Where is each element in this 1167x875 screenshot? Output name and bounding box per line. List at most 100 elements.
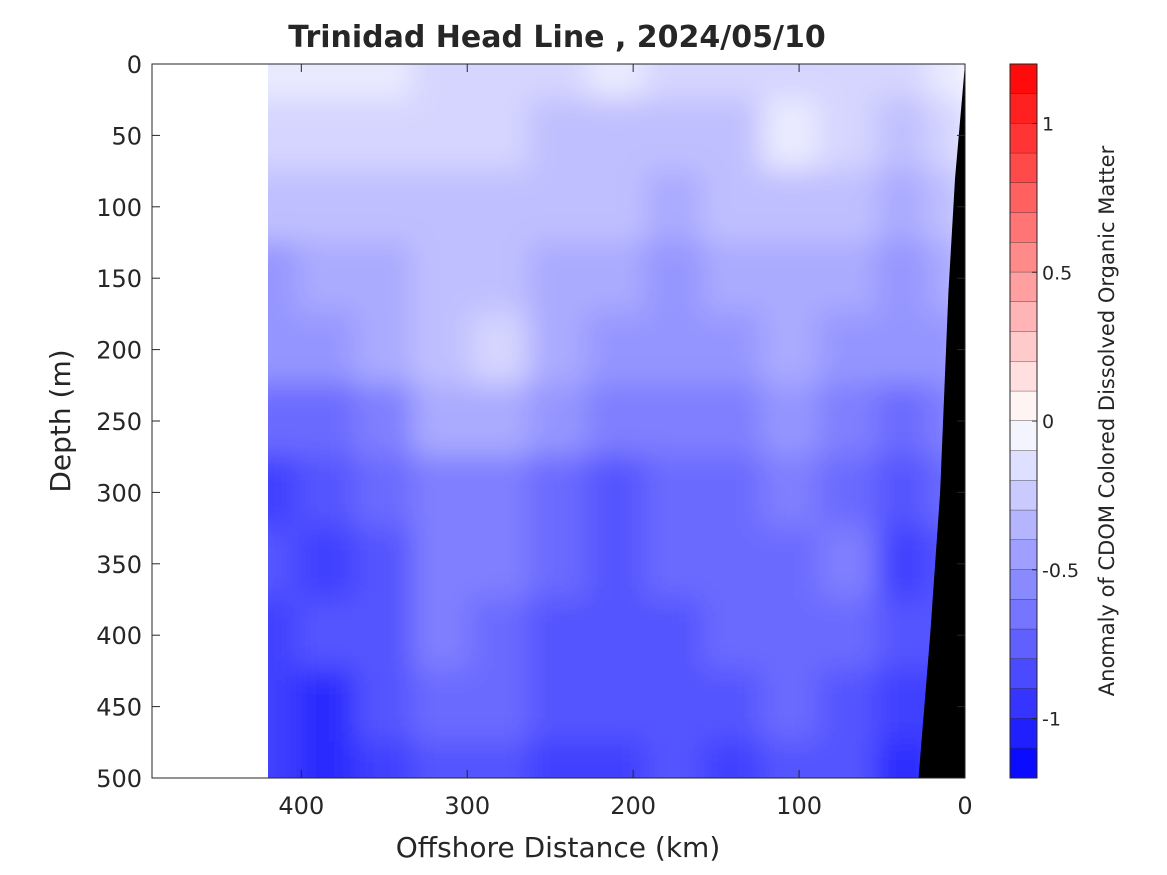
- colorbar-swatch: [1010, 64, 1037, 94]
- field-cell: [296, 170, 357, 244]
- colorbar-tick-label: 0.5: [1042, 262, 1072, 284]
- colorbar-swatch: [1010, 718, 1037, 749]
- field-cell: [702, 669, 763, 744]
- field-cell: [412, 527, 473, 601]
- field-cell: [528, 312, 589, 387]
- field-cell: [876, 98, 929, 173]
- field-cell: [470, 598, 531, 672]
- field-cell: [702, 170, 763, 244]
- colorbar-swatch: [1010, 599, 1037, 630]
- x-tick-label: 400: [278, 792, 324, 820]
- y-tick-label: 350: [96, 551, 142, 579]
- colorbar-swatch: [1010, 153, 1037, 183]
- colorbar-tick-label: -0.5: [1042, 560, 1079, 582]
- colorbar-tick-label: -1: [1042, 709, 1061, 731]
- field-cell: [412, 170, 473, 244]
- field-cell: [296, 64, 357, 101]
- field-cell: [644, 98, 705, 173]
- field-cell: [296, 598, 357, 672]
- field-cell: [586, 384, 647, 458]
- field-cell: [818, 64, 879, 101]
- field-cell: [412, 64, 473, 101]
- colorbar-label: Anomaly of CDOM Colored Dissolved Organi…: [1095, 145, 1119, 696]
- x-tick-label: 0: [957, 792, 972, 820]
- colorbar-swatch: [1010, 272, 1037, 302]
- field-cell: [528, 170, 589, 244]
- colorbar-swatch: [1010, 688, 1037, 719]
- colorbar-swatch: [1010, 421, 1037, 451]
- y-tick-label: 400: [96, 622, 142, 650]
- field-cell: [876, 384, 929, 458]
- field-cell: [412, 455, 473, 530]
- field-cell: [760, 170, 821, 244]
- field-cell: [644, 598, 705, 672]
- field-cell: [470, 455, 531, 530]
- field-cell: [528, 669, 589, 744]
- colorbar-swatch: [1010, 659, 1037, 689]
- colorbar-swatch: [1010, 183, 1037, 213]
- field-cell: [702, 312, 763, 387]
- colorbar-swatches: [1010, 64, 1037, 779]
- field-cell: [702, 598, 763, 672]
- field-cell: [354, 741, 415, 778]
- seafloor-bathymetry: [918, 64, 965, 778]
- field-cell: [644, 669, 705, 744]
- field-cell: [818, 455, 879, 530]
- field-cell: [702, 384, 763, 458]
- field-cell: [296, 741, 357, 778]
- y-tick-label: 0: [127, 51, 142, 79]
- field-cell: [296, 669, 357, 744]
- field-cell: [296, 98, 357, 173]
- field-cell: [412, 598, 473, 672]
- field-cell: [818, 598, 879, 672]
- field-cell: [760, 64, 821, 101]
- plot-area: 400 300 200 100 0 0 50 100 150 200 250 300 350 400 45…: [96, 51, 973, 820]
- y-tick-label: 300: [96, 479, 142, 507]
- field-cell: [702, 64, 763, 101]
- field-cell: [760, 312, 821, 387]
- field-cell: [470, 669, 531, 744]
- y-tick-label: 500: [96, 765, 142, 793]
- field-cell: [876, 527, 929, 601]
- field-cell: [268, 98, 299, 173]
- colorbar-swatch: [1010, 748, 1037, 778]
- field-cell: [702, 741, 763, 778]
- colorbar-swatch: [1010, 391, 1037, 421]
- field-cell: [818, 669, 879, 744]
- field-cell: [354, 98, 415, 173]
- field-cell: [760, 741, 821, 778]
- field-cell: [528, 741, 589, 778]
- field-cell: [644, 741, 705, 778]
- colorbar: 1 0.5 0 -0.5 -1 Anomaly of CDOM Colored Diss…: [1009, 63, 1119, 779]
- field-cell: [876, 170, 929, 244]
- field-cell: [760, 669, 821, 744]
- field-cell: [818, 741, 879, 778]
- field-cell: [760, 241, 821, 315]
- colorbar-swatch: [1010, 123, 1037, 154]
- field-cell: [470, 527, 531, 601]
- field-cell: [412, 241, 473, 315]
- field-cell: [760, 527, 821, 601]
- field-cell: [760, 384, 821, 458]
- field-cell: [586, 455, 647, 530]
- field-cell: [586, 170, 647, 244]
- field-cell: [818, 241, 879, 315]
- field-cell: [412, 98, 473, 173]
- field-cell: [268, 741, 299, 778]
- colorbar-swatch: [1010, 510, 1037, 540]
- field-cell: [470, 64, 531, 101]
- y-axis-label: Depth (m): [44, 349, 77, 492]
- field-cell: [760, 598, 821, 672]
- field-cell: [528, 64, 589, 101]
- field-cell: [354, 455, 415, 530]
- colorbar-ticks: 1 0.5 0 -0.5 -1: [1032, 114, 1079, 731]
- field-cell: [268, 312, 299, 387]
- field-cell: [412, 741, 473, 778]
- field-cell: [818, 170, 879, 244]
- field-cell: [296, 312, 357, 387]
- field-cell: [644, 64, 705, 101]
- x-axis-label: Offshore Distance (km): [396, 831, 721, 864]
- colorbar-swatch: [1010, 331, 1037, 362]
- x-axis-ticks: 400 300 200 100 0: [278, 64, 973, 820]
